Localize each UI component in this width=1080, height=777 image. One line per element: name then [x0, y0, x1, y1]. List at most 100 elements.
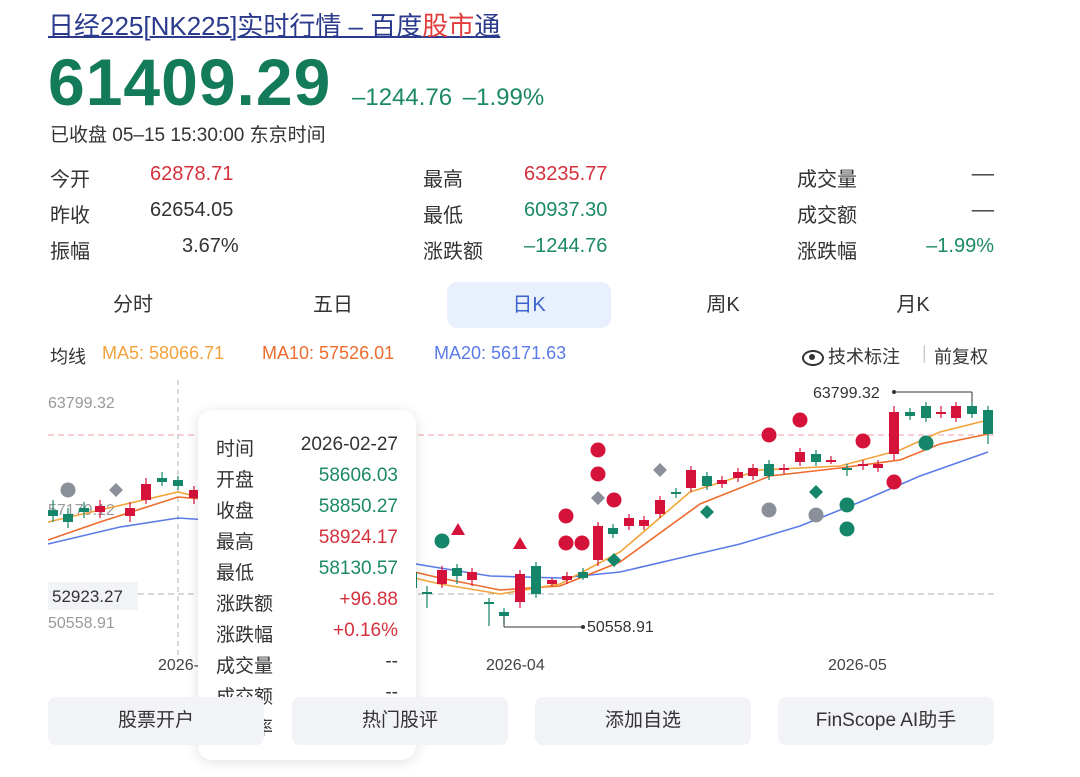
ma-label: 均线 — [50, 347, 86, 367]
signal-markers — [60, 412, 934, 567]
candle-body — [921, 406, 931, 418]
tab-daily-k[interactable]: 日K — [447, 282, 611, 328]
tooltip-value: 58924.17 — [318, 527, 398, 548]
tab-intraday[interactable]: 分时 — [113, 294, 153, 316]
signal-dot — [839, 521, 855, 537]
candle-body — [936, 412, 946, 414]
x-label-3: 2026-05 — [828, 657, 887, 674]
signal-dot — [434, 533, 450, 549]
signal-dot — [839, 497, 855, 513]
tooltip-key: 最低 — [216, 563, 255, 584]
min-marker-label: 50558.91 — [587, 619, 654, 636]
signal-dot — [761, 427, 777, 443]
tooltip-row: 涨跌幅 +0.16% — [216, 620, 398, 651]
low-value: 60937.30 — [524, 199, 608, 221]
tooltip-value: -- — [385, 651, 398, 672]
signal-dot — [918, 435, 934, 451]
candle-body — [748, 468, 758, 476]
tooltip-key: 最高 — [216, 532, 255, 553]
tooltip-row: 最低 58130.57 — [216, 558, 398, 589]
tooltip-value: +96.88 — [339, 589, 398, 610]
market-status: 已收盘 05–15 15:30:00 东京时间 — [50, 125, 326, 146]
change-amt-label: 涨跌额 — [423, 241, 483, 263]
tooltip-value: +0.16% — [333, 620, 398, 641]
max-dot — [892, 390, 896, 394]
signal-dot — [808, 507, 824, 523]
candle-body — [141, 484, 151, 500]
signal-diamond — [607, 553, 621, 567]
ma10-value: MA10: 57526.01 — [262, 343, 395, 363]
candle-body — [624, 518, 634, 526]
candle-body — [764, 464, 774, 476]
candle-body — [858, 464, 868, 466]
title-suffix: 通 — [474, 11, 501, 41]
candle-body — [905, 412, 915, 416]
candle-body — [671, 492, 681, 494]
add-watchlist-button[interactable]: 添加自选 — [535, 697, 751, 745]
signal-dot — [886, 474, 902, 490]
tab-monthly-k[interactable]: 月K — [896, 294, 930, 316]
high-label: 最高 — [423, 169, 463, 191]
tooltip-row: 时间 2026-02-27 — [216, 434, 398, 465]
page-title[interactable]: 日经225[NK225]实时行情 – 百度股市通 — [48, 6, 500, 43]
candle-body — [547, 580, 557, 584]
signal-triangle — [451, 523, 465, 535]
low-label: 最低 — [423, 205, 463, 227]
ai-assistant-button[interactable]: FinScope AI助手 — [778, 697, 994, 745]
extreme-markers: 63799.32 50558.91 — [503, 385, 973, 636]
candle-body — [686, 470, 696, 488]
tooltip-row: 涨跌额 +96.88 — [216, 589, 398, 620]
candle-body — [578, 572, 588, 578]
ma20-value: MA20: 56171.63 — [434, 343, 567, 363]
candle-body — [842, 468, 852, 470]
change-amt-value: –1244.76 — [524, 235, 608, 257]
candle-body — [95, 506, 105, 512]
candle-body — [452, 568, 462, 576]
volume-label: 成交量 — [797, 169, 857, 191]
tech-annotation-toggle[interactable]: 技术标注 — [802, 343, 900, 369]
candle-body — [593, 526, 603, 560]
candle-body — [889, 412, 899, 454]
tooltip-key: 时间 — [216, 439, 255, 460]
signal-dot — [558, 508, 574, 524]
candle-body — [437, 570, 447, 584]
tooltip-key: 涨跌额 — [216, 594, 274, 615]
candle-body — [967, 406, 977, 414]
divider: | — [922, 343, 927, 363]
candle-body — [189, 490, 199, 498]
adjust-mode-button[interactable]: 前复权 — [934, 347, 988, 367]
high-value: 63235.77 — [524, 163, 608, 185]
candle-body — [608, 528, 618, 534]
candle-body — [983, 410, 993, 434]
signal-diamond — [809, 485, 823, 499]
prev-close-value: 62654.05 — [150, 199, 234, 221]
tooltip-row: 成交量 -- — [216, 651, 398, 682]
candle-body — [79, 508, 89, 512]
candle-body — [811, 454, 821, 462]
signal-dot — [855, 433, 871, 449]
y-label-bottom: 50558.91 — [48, 615, 115, 632]
tab-five-day[interactable]: 五日 — [313, 294, 353, 316]
open-value: 62878.71 — [150, 163, 234, 185]
tooltip-key: 收盘 — [216, 501, 255, 522]
hot-review-button[interactable]: 热门股评 — [292, 697, 508, 745]
candle-body — [484, 602, 494, 604]
candle-body — [48, 510, 58, 516]
candlesticks — [48, 402, 993, 626]
candle-body — [157, 478, 167, 482]
signal-dot — [761, 502, 777, 518]
kline-chart[interactable]: 63799.32 57179.12 52923.27 50558.91 2026… — [0, 372, 1080, 692]
eye-icon — [802, 350, 824, 367]
tooltip-value: 58850.27 — [318, 496, 398, 517]
candle-body — [702, 476, 712, 486]
tab-weekly-k[interactable]: 周K — [706, 294, 740, 316]
tooltip-row: 开盘 58606.03 — [216, 465, 398, 496]
signal-dot — [606, 492, 622, 508]
tooltip-key: 涨跌幅 — [216, 625, 274, 646]
candle-body — [422, 592, 432, 594]
candle-body — [531, 566, 541, 594]
ma5-value: MA5: 58066.71 — [102, 343, 225, 363]
period-tabs: 分时 五日 日K 周K 月K — [48, 282, 994, 328]
change-pct-label: 涨跌幅 — [797, 241, 857, 263]
open-account-button[interactable]: 股票开户 — [48, 697, 264, 745]
